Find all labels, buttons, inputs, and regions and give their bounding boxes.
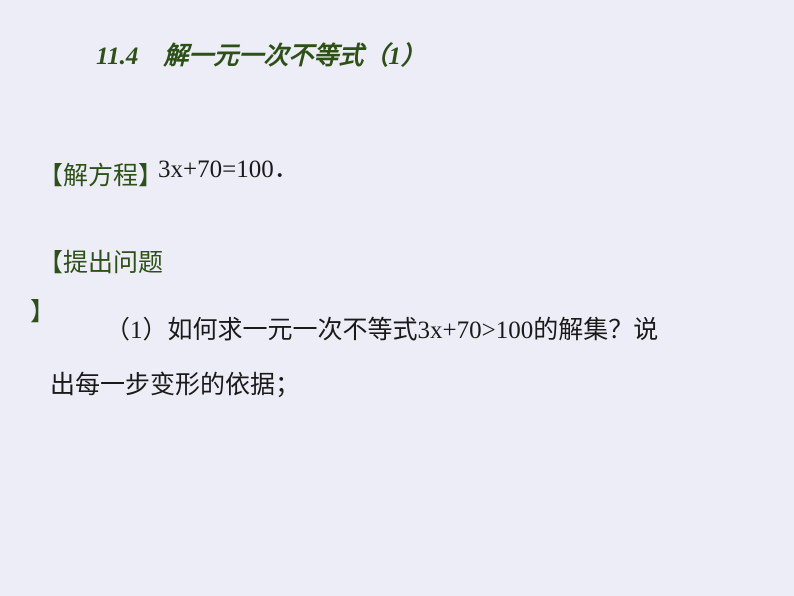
section1-label: 【解方程】 bbox=[38, 156, 163, 192]
section2-body: （1）如何求一元一次不等式3x+70>100的解集？说 出每一步变形的依据； bbox=[50, 303, 754, 413]
section2-label: 【提出问题 bbox=[38, 243, 163, 279]
slide-container: 11.4 解一元一次不等式（1） 【解方程】 3x+70=100． 【提出问题 … bbox=[0, 0, 794, 596]
section1-equation: 3x+70=100． bbox=[158, 149, 299, 185]
slide-title: 11.4 解一元一次不等式（1） bbox=[96, 36, 426, 72]
body-line-1: （1）如何求一元一次不等式3x+70>100的解集？说 bbox=[50, 303, 754, 358]
body-line-2: 出每一步变形的依据； bbox=[50, 358, 754, 413]
